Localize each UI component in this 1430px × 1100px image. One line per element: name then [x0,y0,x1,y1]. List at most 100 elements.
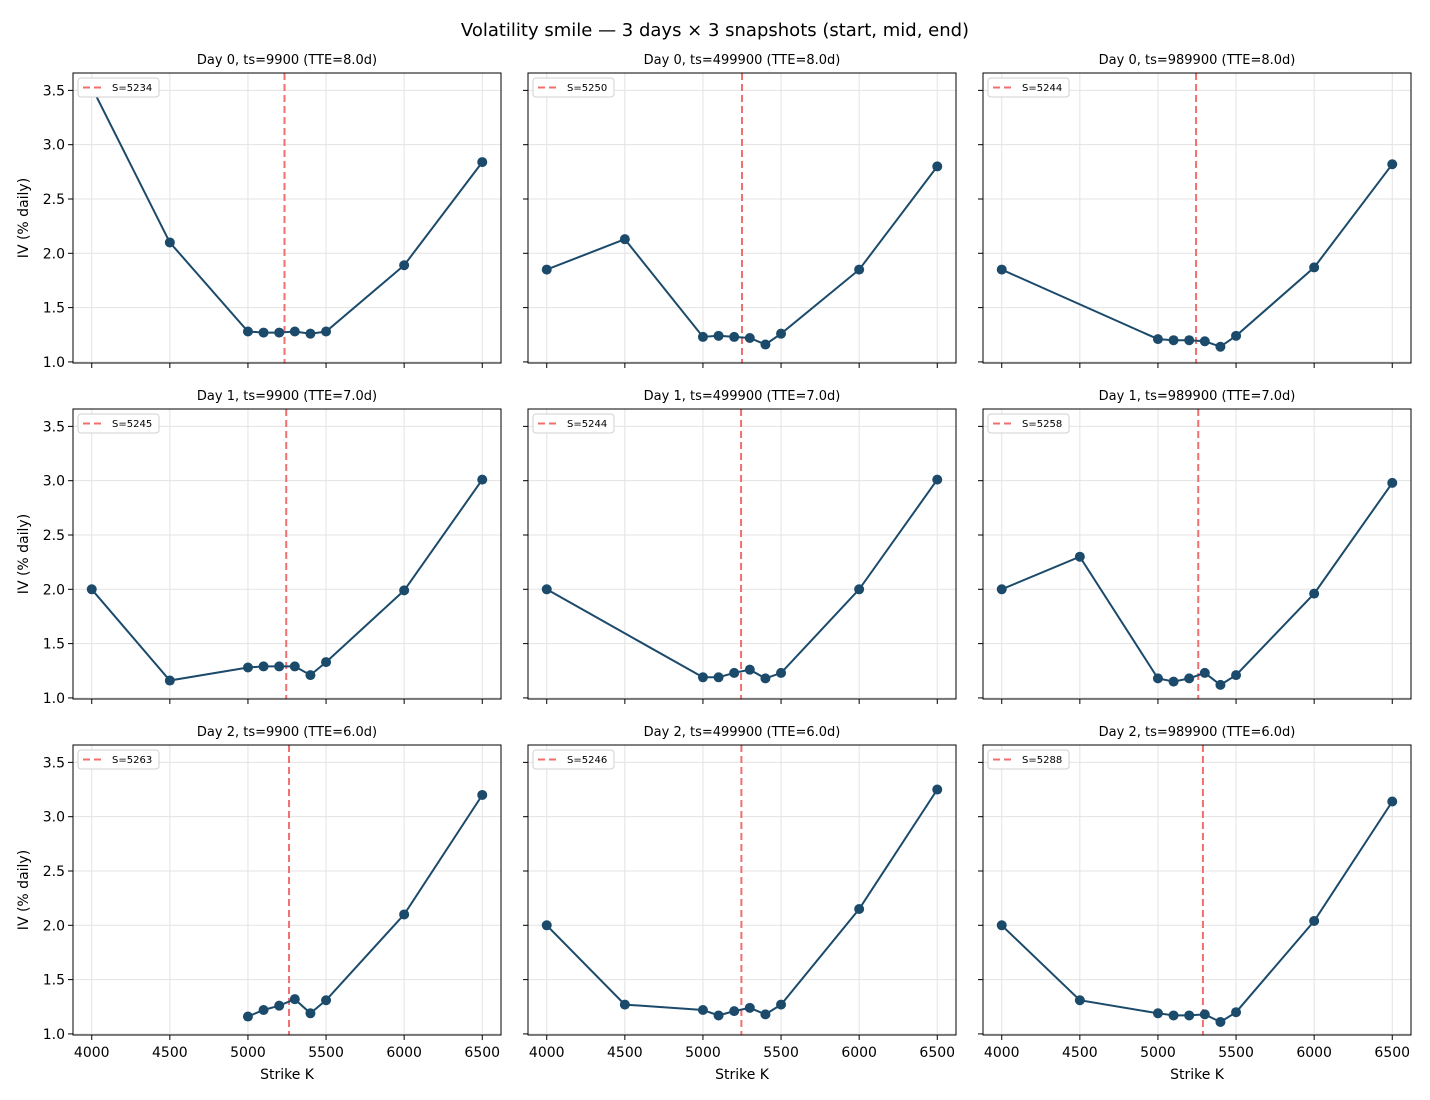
subplot-5: Day 1, ts=499900 (TTE=7.0d) S=5244 [523,389,957,704]
iv-point [477,789,488,800]
iv-point [1231,1007,1242,1018]
iv-point [1168,335,1179,346]
iv-point [1199,336,1210,347]
iv-point [1215,341,1226,352]
iv-point [697,331,708,342]
y-tick-label: 1.0 [43,1027,65,1043]
figure-title: Volatility smile — 3 days × 3 snapshots … [461,20,969,41]
iv-series-line [545,788,939,1017]
iv-point [305,328,316,339]
axes-frame [527,72,957,364]
legend: S=5244 [532,413,615,434]
iv-point [1215,1016,1226,1027]
iv-point [1231,330,1242,341]
iv-point [258,1005,269,1016]
legend: S=5244 [987,77,1070,98]
subplot-title: Day 0, ts=989900 (TTE=8.0d) [1099,53,1296,68]
y-tick-label: 2.0 [43,582,65,598]
legend-label: S=5246 [567,755,607,766]
iv-series-line [1001,482,1394,687]
y-tick-label: 1.5 [43,637,65,653]
y-tick-label: 2.5 [43,864,65,880]
iv-point [305,1008,316,1019]
iv-point [321,326,332,337]
iv-point [729,1006,740,1017]
iv-point [744,1002,755,1013]
x-tick-label: 6500 [464,1045,500,1061]
iv-point [1152,1008,1163,1019]
y-tick-label: 2.0 [43,246,65,262]
iv-point [713,330,724,341]
iv-point [760,339,771,350]
y-tick-label: 3.0 [43,138,65,154]
iv-point [274,1000,285,1011]
legend-box [987,749,1070,770]
x-tick-label: 5000 [1140,1045,1176,1061]
iv-point [996,584,1007,595]
iv-point [729,667,740,678]
subplot-title: Day 1, ts=499900 (TTE=7.0d) [644,389,841,404]
axes-frame [982,744,1412,1036]
iv-point [854,264,865,275]
iv-point [242,1011,253,1022]
iv-point [729,331,740,342]
iv-point [1152,334,1163,345]
legend-box [532,413,615,434]
y-tick-label: 3.5 [43,419,65,435]
iv-series-line [90,479,484,682]
iv-point [289,326,300,337]
iv-point [1309,262,1320,273]
iv-point [776,999,787,1010]
legend-label: S=5258 [1022,419,1062,430]
iv-point [477,157,488,168]
y-tick-label: 2.0 [43,918,65,934]
iv-point [1184,1010,1195,1021]
y-axis-label: IV (% daily) [16,178,32,258]
x-tick-label: 4500 [1062,1045,1098,1061]
x-tick-label: 4500 [152,1045,188,1061]
iv-point [932,474,943,485]
iv-point [744,664,755,675]
iv-point [399,585,410,596]
iv-point [164,237,175,248]
x-tick-label: 6500 [919,1045,955,1061]
iv-point [1199,667,1210,678]
iv-point [1168,676,1179,687]
legend-label: S=5250 [567,83,607,94]
subplot-4: Day 1, ts=9900 (TTE=7.0d) 1.0 1.5 2.0 2.5 3.0… [16,389,502,707]
iv-point [1387,796,1398,807]
subplot-6: Day 1, ts=989900 (TTE=7.0d) S=5258 [978,389,1412,704]
iv-point [242,326,253,337]
x-tick-label: 5000 [685,1045,721,1061]
y-tick-label: 1.5 [43,973,65,989]
y-axis-label: IV (% daily) [16,850,32,930]
iv-point [854,904,865,915]
iv-point [776,328,787,339]
x-tick-label: 5000 [230,1045,266,1061]
iv-point [541,584,552,595]
legend: S=5234 [77,77,160,98]
subplot-1: Day 0, ts=9900 (TTE=8.0d) 1.0 1.5 2.0 2.5 3.0… [16,53,502,371]
legend-box [532,77,615,98]
y-tick-label: 2.5 [43,192,65,208]
y-tick-label: 3.0 [43,474,65,490]
iv-point [477,474,488,485]
subplot-9: Day 2, ts=989900 (TTE=6.0d) 4000 4500 5000 5… [978,725,1412,1083]
y-tick-label: 3.5 [43,83,65,99]
x-tick-label: 5500 [763,1045,799,1061]
y-tick-label: 1.0 [43,691,65,707]
iv-point [321,995,332,1006]
iv-point [760,673,771,684]
iv-point [1309,588,1320,599]
x-axis-label: Strike K [260,1067,315,1083]
legend-box [77,749,160,770]
legend-label: S=5245 [112,419,152,430]
iv-point [760,1009,771,1020]
legend: S=5258 [987,413,1070,434]
iv-point [321,657,332,668]
iv-point [1231,670,1242,681]
iv-point [541,920,552,931]
axes-frame [982,72,1412,364]
legend-box [987,77,1070,98]
legend-box [77,413,160,434]
